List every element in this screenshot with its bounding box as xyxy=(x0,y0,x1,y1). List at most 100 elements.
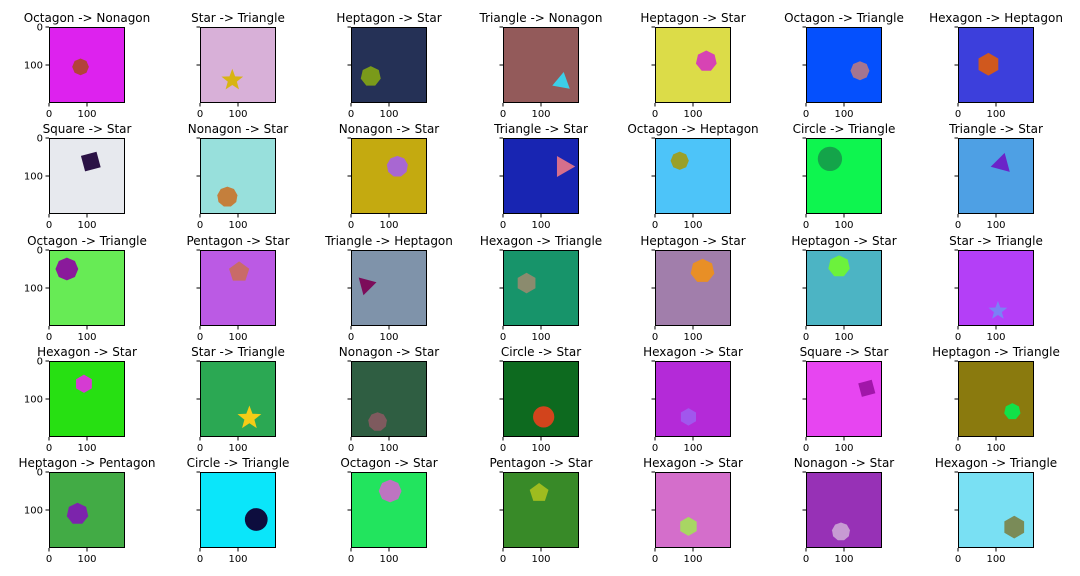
x-tick-label: 0 xyxy=(803,109,809,120)
y-tick-label: 100 xyxy=(24,395,43,406)
x-tick-label: 100 xyxy=(531,332,550,343)
polygon-shape xyxy=(680,408,697,426)
x-tick-label: 0 xyxy=(652,554,658,565)
subplot-panel: Hexagon -> Star 0 100 xyxy=(643,456,743,565)
x-tick-label: 100 xyxy=(228,220,247,231)
subplot-title: Nonagon -> Star xyxy=(339,345,440,359)
axes-frame xyxy=(200,250,276,326)
subplot-title: Octagon -> Heptagon xyxy=(627,122,758,136)
x-tick-label: 0 xyxy=(955,554,961,565)
image-background xyxy=(200,250,276,326)
x-tick-label: 100 xyxy=(834,332,853,343)
x-tick-label: 100 xyxy=(986,220,1005,231)
axes-frame xyxy=(200,472,276,548)
axes-frame xyxy=(49,361,125,437)
x-tick-label: 0 xyxy=(652,220,658,231)
subplot-panel: Triangle -> Heptagon 0 100 xyxy=(324,234,453,343)
subplot-panel: Nonagon -> Star 0 100 xyxy=(188,122,289,231)
x-tick-label: 0 xyxy=(46,220,52,231)
x-tick-label: 100 xyxy=(834,220,853,231)
subplot-panel: Circle -> Star 0 100 xyxy=(499,345,581,454)
polygon-shape xyxy=(978,52,999,76)
polygon-shape xyxy=(831,522,850,541)
circle-shape xyxy=(244,508,268,531)
axes-frame xyxy=(806,138,882,214)
subplot-title: Star -> Triangle xyxy=(949,234,1043,248)
image-background xyxy=(49,361,125,437)
polygon-shape xyxy=(850,61,870,81)
subplot-panel: Circle -> Triangle 0 100 xyxy=(793,122,896,231)
y-tick-label: 100 xyxy=(24,506,43,517)
x-tick-label: 0 xyxy=(652,332,658,343)
subplot-panel: Hexagon -> Triangle 0 100 xyxy=(935,456,1057,565)
polygon-shape xyxy=(990,152,1010,172)
axes-frame xyxy=(503,138,579,214)
axes-frame xyxy=(351,138,427,214)
polygon-shape xyxy=(556,155,576,178)
subplot-title: Hexagon -> Triangle xyxy=(480,234,602,248)
image-background xyxy=(958,472,1034,548)
subplot-title: Hexagon -> Star xyxy=(643,456,743,470)
axes-frame xyxy=(655,138,731,214)
axes-frame xyxy=(655,361,731,437)
x-tick-label: 0 xyxy=(803,332,809,343)
x-tick-label: 0 xyxy=(803,554,809,565)
x-tick-label: 0 xyxy=(500,109,506,120)
x-tick-label: 100 xyxy=(531,443,550,454)
polygon-shape xyxy=(690,258,715,282)
subplot-panel: Triangle -> Nonagon 0 100 xyxy=(479,11,603,120)
x-tick-label: 100 xyxy=(228,554,247,565)
x-tick-label: 0 xyxy=(348,554,354,565)
polygon-shape xyxy=(1004,403,1021,420)
subplot-title: Circle -> Triangle xyxy=(793,122,896,136)
x-tick-label: 0 xyxy=(46,554,52,565)
subplot-panel: Star -> Triangle 0 100 xyxy=(191,11,285,120)
y-tick-label: 0 xyxy=(37,134,43,145)
circle-shape xyxy=(817,146,843,172)
y-tick-label: 100 xyxy=(24,61,43,72)
axes-frame xyxy=(958,27,1034,103)
polygon-shape xyxy=(76,374,92,393)
subplot-title: Hexagon -> Heptagon xyxy=(929,11,1063,25)
subplot-title: Heptagon -> Star xyxy=(640,11,745,25)
axes-frame xyxy=(806,361,882,437)
x-tick-label: 0 xyxy=(500,220,506,231)
axes-frame xyxy=(200,138,276,214)
x-tick-label: 0 xyxy=(197,443,203,454)
axes-frame xyxy=(503,27,579,103)
x-tick-label: 0 xyxy=(197,332,203,343)
image-background xyxy=(655,138,731,214)
subplot-panel: Heptagon -> Star 0 100 xyxy=(336,11,441,120)
image-background xyxy=(503,138,579,214)
subplot-panel: Heptagon -> Star 0 100 xyxy=(640,234,745,343)
image-background xyxy=(958,138,1034,214)
x-tick-label: 100 xyxy=(228,332,247,343)
subplot-panel: Pentagon -> Star 0 100 xyxy=(186,234,289,343)
subplot-title: Heptagon -> Star xyxy=(640,234,745,248)
x-tick-label: 0 xyxy=(197,554,203,565)
x-tick-label: 0 xyxy=(197,220,203,231)
subplot-panel: Heptagon -> Star 0 100 xyxy=(791,234,896,343)
axes-frame xyxy=(49,138,125,214)
x-tick-label: 0 xyxy=(348,109,354,120)
axes-frame xyxy=(655,27,731,103)
x-tick-label: 100 xyxy=(834,109,853,120)
x-tick-label: 100 xyxy=(228,443,247,454)
x-tick-label: 0 xyxy=(955,443,961,454)
image-background xyxy=(200,138,276,214)
x-tick-label: 0 xyxy=(46,332,52,343)
x-tick-label: 100 xyxy=(531,554,550,565)
axes-frame xyxy=(806,250,882,326)
axes-frame xyxy=(49,250,125,326)
subplot-title: Square -> Star xyxy=(800,345,889,359)
subplot-panel: Star -> Triangle 0 100 xyxy=(191,345,285,454)
polygon-shape xyxy=(828,255,850,277)
x-tick-label: 0 xyxy=(652,443,658,454)
x-tick-label: 0 xyxy=(955,332,961,343)
axes-frame xyxy=(503,361,579,437)
x-tick-label: 0 xyxy=(803,220,809,231)
subplot-title: Circle -> Star xyxy=(501,345,581,359)
image-background xyxy=(806,138,882,214)
image-background xyxy=(49,472,125,548)
image-background xyxy=(503,27,579,103)
